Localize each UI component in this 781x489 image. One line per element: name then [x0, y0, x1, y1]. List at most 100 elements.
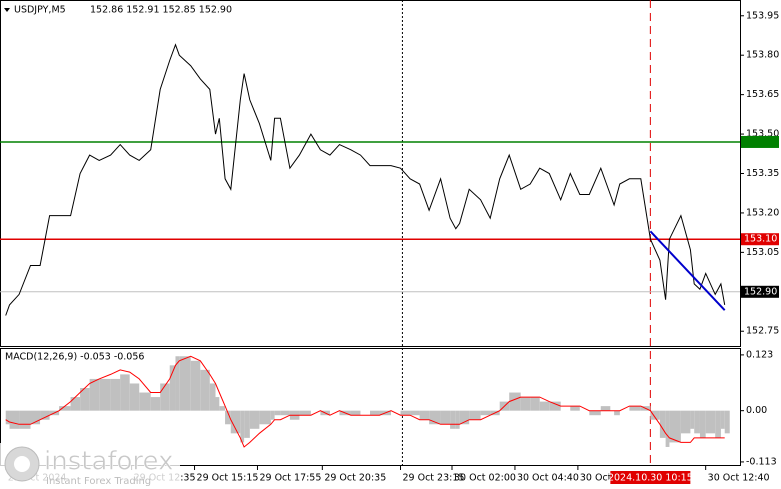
- macd-bar: [690, 410, 695, 429]
- macd-bar: [530, 397, 540, 411]
- macd-bar: [30, 410, 41, 425]
- macd-bar: [175, 356, 180, 411]
- macd-bar: [539, 401, 550, 411]
- macd-bar: [5, 410, 10, 425]
- macd-bar: [600, 406, 611, 411]
- macd-bar: [225, 410, 231, 425]
- macd-bar: [110, 378, 121, 411]
- current-time-label: 2024.10.30 10:15: [608, 473, 693, 484]
- macd-bar: [89, 378, 100, 411]
- x-tick-label: 29 Oct 17:55: [259, 473, 321, 484]
- macd-bar: [614, 410, 620, 416]
- y-tick-label: -0.113: [746, 456, 777, 467]
- macd-bar: [520, 397, 531, 411]
- macd-bar: [669, 410, 681, 443]
- macd-bar: [215, 397, 220, 411]
- macd-bar: [724, 410, 730, 434]
- macd-bar: [244, 410, 250, 438]
- macd-bar: [410, 410, 420, 416]
- macd-bar: [705, 410, 716, 434]
- y-tick-label: 153.20: [746, 207, 779, 218]
- macd-bar: [240, 410, 245, 443]
- macd-bar: [629, 406, 641, 411]
- macd-bar: [190, 360, 201, 411]
- macd-bar: [419, 410, 430, 420]
- y-tick-label: 153.50: [746, 129, 779, 140]
- macd-bar: [694, 410, 700, 434]
- macd-bar: [169, 365, 176, 411]
- last-price-label: 152.90: [744, 286, 777, 297]
- macd-bar: [249, 410, 260, 429]
- macd-bar: [455, 410, 460, 429]
- macd-bar: [70, 397, 81, 411]
- macd-bar: [200, 369, 210, 411]
- macd-bar: [160, 383, 170, 411]
- macd-bar: [80, 388, 90, 411]
- y-tick-label: 153.95: [746, 10, 779, 21]
- macd-bar: [650, 410, 660, 420]
- macd-bar: [680, 410, 691, 434]
- macd-bar: [99, 378, 111, 411]
- macd-bar: [350, 410, 361, 416]
- macd-bar: [230, 410, 241, 434]
- price-line: [5, 43, 726, 316]
- level-label-box: [741, 135, 779, 148]
- watermark-brand: instaforex: [44, 447, 173, 477]
- watermark-tagline: Instant Forex Trading: [46, 476, 151, 487]
- macd-bar: [715, 410, 721, 438]
- macd-bar: [659, 410, 666, 438]
- y-tick-label: 153.05: [746, 247, 779, 258]
- macd-bar: [509, 392, 521, 411]
- macd-bar: [699, 410, 706, 438]
- macd-title: MACD(12,26,9) -0.053 -0.056: [5, 352, 144, 363]
- watermark-logo-inner: [14, 456, 30, 472]
- macd-frame: [0, 348, 741, 466]
- trendline: [649, 230, 726, 311]
- macd-bar: [440, 410, 451, 425]
- macd-bar: [720, 410, 725, 429]
- macd-bar: [400, 410, 411, 416]
- macd-bar: [459, 410, 470, 425]
- last-price-box: [741, 285, 779, 298]
- y-tick-label: 153.35: [746, 168, 779, 179]
- macd-bar: [270, 410, 275, 420]
- macd-bar: [280, 410, 290, 416]
- level-label-box: [741, 233, 779, 246]
- macd-bar: [150, 397, 161, 411]
- macd-bar: [450, 410, 456, 429]
- x-tick-label: 29 Oct 23:15: [403, 473, 465, 484]
- macd-bar: [469, 410, 481, 420]
- macd-bar: [19, 410, 31, 429]
- macd-bar: [274, 410, 281, 416]
- x-tick-label: 29 Oct 20:35: [324, 473, 386, 484]
- macd-bar: [570, 406, 580, 411]
- macd-bar: [40, 410, 50, 420]
- macd-bar: [665, 410, 670, 447]
- current-time-box: [610, 471, 691, 484]
- x-tick-label: 30 Oct 02:00: [454, 473, 516, 484]
- macd-bar: [120, 374, 130, 411]
- macd-bar: [59, 406, 71, 411]
- macd-bar: [259, 410, 271, 425]
- y-tick-label: 152.75: [746, 326, 779, 337]
- y-tick-label: 0.123: [746, 349, 773, 360]
- macd-bar: [9, 410, 20, 429]
- x-tick-label: 30 Oct 04:40: [517, 473, 579, 484]
- macd-bar: [179, 356, 191, 411]
- y-tick-label: 153.65: [746, 89, 779, 100]
- macd-bar: [129, 383, 140, 411]
- macd-bar: [139, 392, 151, 411]
- x-tick-label: 29 Oct 15:15: [197, 473, 259, 484]
- macd-bar: [209, 383, 216, 411]
- signal-line: [5, 355, 725, 448]
- macd-bar: [370, 410, 380, 416]
- macd-bar: [589, 410, 601, 416]
- level-label: 153.10: [744, 234, 777, 245]
- menu-arrow: [4, 8, 10, 12]
- ohlc-values: 152.86 152.91 152.85 152.90: [90, 5, 232, 16]
- x-tick-label: 30 Oct 12:40: [708, 473, 770, 484]
- y-tick-label: 0.00: [746, 405, 767, 416]
- macd-bar: [299, 410, 311, 416]
